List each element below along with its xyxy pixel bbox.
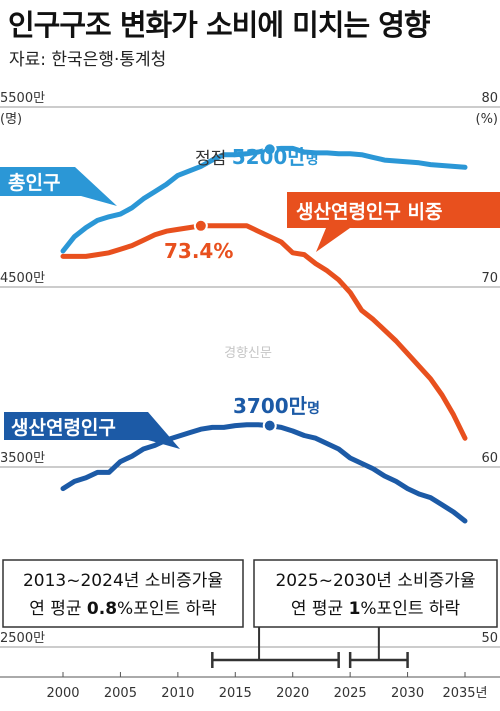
y-left-tick-label: 5500만 bbox=[0, 91, 45, 106]
peak-label-unit: 명 bbox=[307, 400, 320, 417]
y-right-tick-label: 60 bbox=[481, 451, 498, 466]
y-left-tick-label: 3500만 bbox=[0, 451, 45, 466]
x-tick-label: 2030 bbox=[391, 686, 424, 701]
watermark: 경향신문 bbox=[224, 346, 272, 361]
peak-marker-ratio bbox=[193, 218, 208, 233]
summary-line2-post: %포인트 하락 bbox=[360, 599, 460, 619]
y-right-tick-label: 80 bbox=[481, 91, 498, 106]
x-tick-label: 2025 bbox=[334, 686, 367, 701]
y-left-tick-label: 4500만 bbox=[0, 271, 45, 286]
x-tick-label: 2000 bbox=[46, 686, 79, 701]
peak-marker-total bbox=[262, 142, 277, 157]
peak-label-prefix: 정점 bbox=[195, 149, 232, 169]
y-right-tick-label: 70 bbox=[481, 271, 498, 286]
y-right-unit: (%) bbox=[476, 112, 499, 127]
peak-label-working: 3700만명 bbox=[233, 394, 320, 418]
summary-box bbox=[253, 559, 498, 628]
series-label-total: 총인구 bbox=[8, 172, 60, 194]
summary-line2-pre: 연 평균 bbox=[29, 599, 87, 619]
chart-title: 인구구조 변화가 소비에 미치는 영향 bbox=[8, 8, 431, 42]
x-tick-label: 2020 bbox=[276, 686, 309, 701]
summary-line2-bold: 0.8 bbox=[87, 599, 117, 619]
peak-label-value: 5200만 bbox=[232, 145, 307, 169]
summary-line2: 연 평균 0.8%포인트 하락 bbox=[29, 599, 217, 619]
y-right-tick-label: 50 bbox=[481, 631, 498, 646]
series-line-ratio bbox=[60, 223, 468, 441]
peak-label-ratio: 73.4% bbox=[164, 239, 233, 263]
chart-source: 자료: 한국은행·통계청 bbox=[9, 50, 167, 70]
summary-line2-pre: 연 평균 bbox=[291, 599, 349, 619]
peak-label-unit: 명 bbox=[306, 151, 319, 168]
x-tick-label: 2035년 bbox=[442, 686, 487, 701]
x-tick-label: 2005 bbox=[104, 686, 137, 701]
peak-label-total: 정점 5200만명 bbox=[195, 145, 319, 169]
y-left-unit: (명) bbox=[0, 112, 22, 127]
summary-line1: 2025~2030년 소비증가율 bbox=[275, 571, 475, 591]
x-tick-label: 2010 bbox=[161, 686, 194, 701]
peak-marker-working bbox=[262, 418, 277, 433]
x-tick-label: 2015 bbox=[219, 686, 252, 701]
summary-line2: 연 평균 1%포인트 하락 bbox=[291, 599, 461, 619]
peak-label-value: 3700만 bbox=[233, 394, 308, 418]
label-box-working bbox=[4, 412, 180, 449]
summary-line2-bold: 1 bbox=[349, 599, 361, 619]
label-box-ratio bbox=[287, 192, 500, 252]
summary-box bbox=[2, 559, 244, 628]
series-label-working: 생산연령인구 bbox=[11, 417, 116, 439]
series-label-ratio: 생산연령인구 비중 bbox=[296, 201, 442, 223]
y-left-tick-label: 2500만 bbox=[0, 631, 45, 646]
summary-line1: 2013~2024년 소비증가율 bbox=[23, 571, 223, 591]
axes-layer: 5500만 80 4500만 70 3500만 60 2500만 50 (명) (%) 2000 20… bbox=[0, 91, 500, 701]
summary-line2-post: %포인트 하락 bbox=[117, 599, 217, 619]
label-box-total bbox=[0, 167, 117, 206]
